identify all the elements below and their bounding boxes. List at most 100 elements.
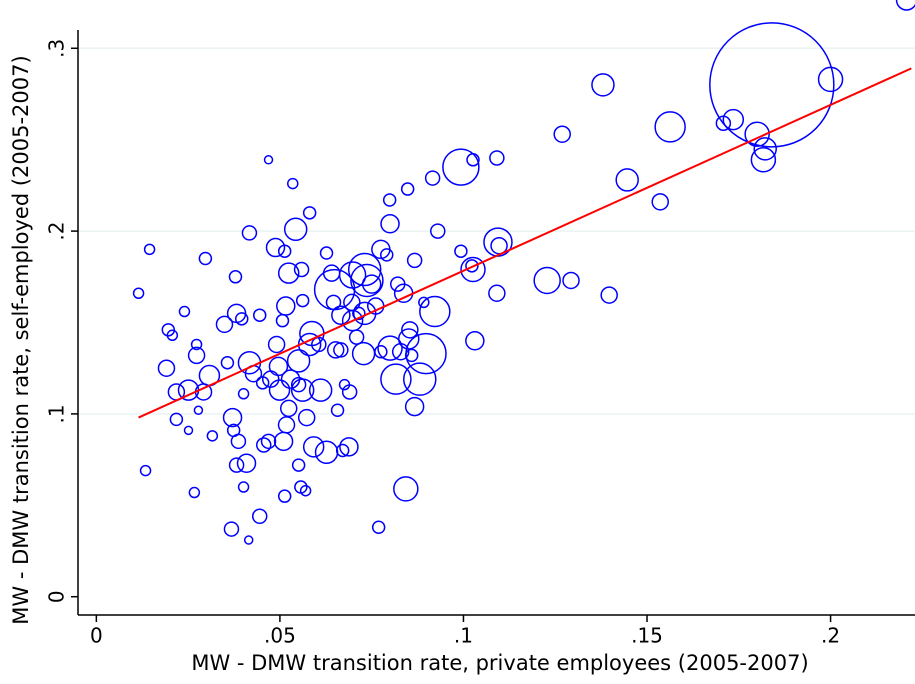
bubble — [347, 252, 382, 287]
y-tick-label: .3 — [45, 39, 69, 58]
bubble — [243, 535, 254, 545]
bubble — [178, 305, 191, 318]
bubble — [228, 270, 243, 284]
bubble — [419, 295, 451, 328]
bubble — [722, 108, 745, 131]
bubble — [220, 355, 235, 370]
bubble — [489, 150, 505, 166]
bubble — [290, 376, 307, 393]
bubble — [615, 168, 639, 192]
bubble — [256, 437, 272, 453]
bubble — [350, 263, 384, 298]
bubble — [654, 111, 686, 143]
bubble — [322, 264, 341, 282]
bubble — [339, 437, 359, 457]
bubble — [188, 486, 201, 499]
bubble — [237, 481, 250, 493]
bubble — [157, 359, 176, 377]
bubble — [265, 237, 286, 258]
bubble — [319, 246, 334, 260]
bubble — [483, 227, 513, 257]
bubble — [744, 121, 770, 147]
bubble — [241, 225, 258, 241]
bubble — [466, 153, 480, 167]
bubble — [206, 430, 219, 442]
y-axis-title: MW - DMW transition rate, self-employed … — [9, 55, 33, 624]
bubble — [139, 464, 152, 477]
bubble — [277, 244, 292, 258]
y-tick-label: .1 — [45, 404, 69, 423]
x-tick-label: 0 — [90, 624, 103, 648]
bubble — [331, 305, 351, 325]
bubble — [132, 287, 145, 299]
bubble — [380, 214, 400, 234]
bubble — [341, 384, 358, 400]
bubble — [299, 484, 312, 497]
bubble — [335, 443, 350, 458]
bubble — [406, 252, 423, 269]
bubble — [404, 396, 425, 417]
bubble — [293, 261, 310, 278]
bubble — [237, 388, 250, 400]
bubble — [267, 335, 286, 354]
bubble — [382, 193, 397, 207]
bubble — [442, 148, 480, 186]
bubble — [277, 416, 296, 434]
bubble — [236, 453, 257, 474]
bubble — [234, 312, 249, 326]
bubble — [276, 296, 296, 316]
bubble — [533, 266, 561, 295]
bubble — [263, 155, 274, 165]
bubble — [460, 256, 486, 283]
bubble — [222, 407, 243, 428]
bubble — [361, 274, 382, 294]
bubble — [393, 476, 419, 502]
bubble — [143, 243, 156, 256]
bubble — [183, 425, 194, 436]
bubble — [169, 412, 184, 427]
bubble — [228, 457, 245, 473]
bubble — [488, 284, 506, 302]
bubble — [193, 405, 204, 415]
bubble — [380, 363, 412, 395]
bubble — [651, 193, 669, 211]
bubble — [252, 308, 267, 322]
bubble — [400, 182, 415, 196]
bubble — [286, 349, 311, 373]
bubble — [465, 331, 485, 351]
bubble — [709, 22, 835, 148]
x-tick-label: .1 — [454, 624, 473, 648]
bubble — [291, 458, 306, 472]
bubble — [330, 403, 345, 417]
bubble — [454, 244, 468, 258]
x-axis-title: MW - DMW transition rate, private employ… — [191, 651, 808, 675]
bubble — [187, 346, 206, 365]
bubble — [314, 440, 339, 465]
bubble — [295, 293, 310, 308]
bubble — [418, 296, 430, 309]
bubble — [430, 223, 446, 239]
bubble — [297, 408, 316, 427]
bubble — [398, 328, 420, 350]
bubble — [287, 177, 299, 190]
bubble — [401, 321, 419, 339]
bubble — [230, 433, 247, 450]
bubble — [251, 508, 268, 525]
bubble — [308, 378, 333, 402]
x-tick-label: .05 — [264, 624, 296, 648]
bubble — [379, 248, 394, 262]
bubble — [377, 335, 403, 361]
bubble — [562, 271, 580, 290]
bubble — [260, 433, 277, 450]
bubble — [753, 137, 777, 161]
bubble — [302, 206, 317, 220]
bubble — [166, 329, 179, 342]
bubble — [161, 323, 176, 337]
bubble — [351, 341, 376, 366]
x-tick-label: .2 — [821, 624, 840, 648]
bubble — [371, 520, 386, 534]
bubble — [277, 262, 300, 284]
bubble — [290, 378, 315, 402]
bubble — [273, 431, 294, 452]
bubble — [352, 306, 366, 321]
